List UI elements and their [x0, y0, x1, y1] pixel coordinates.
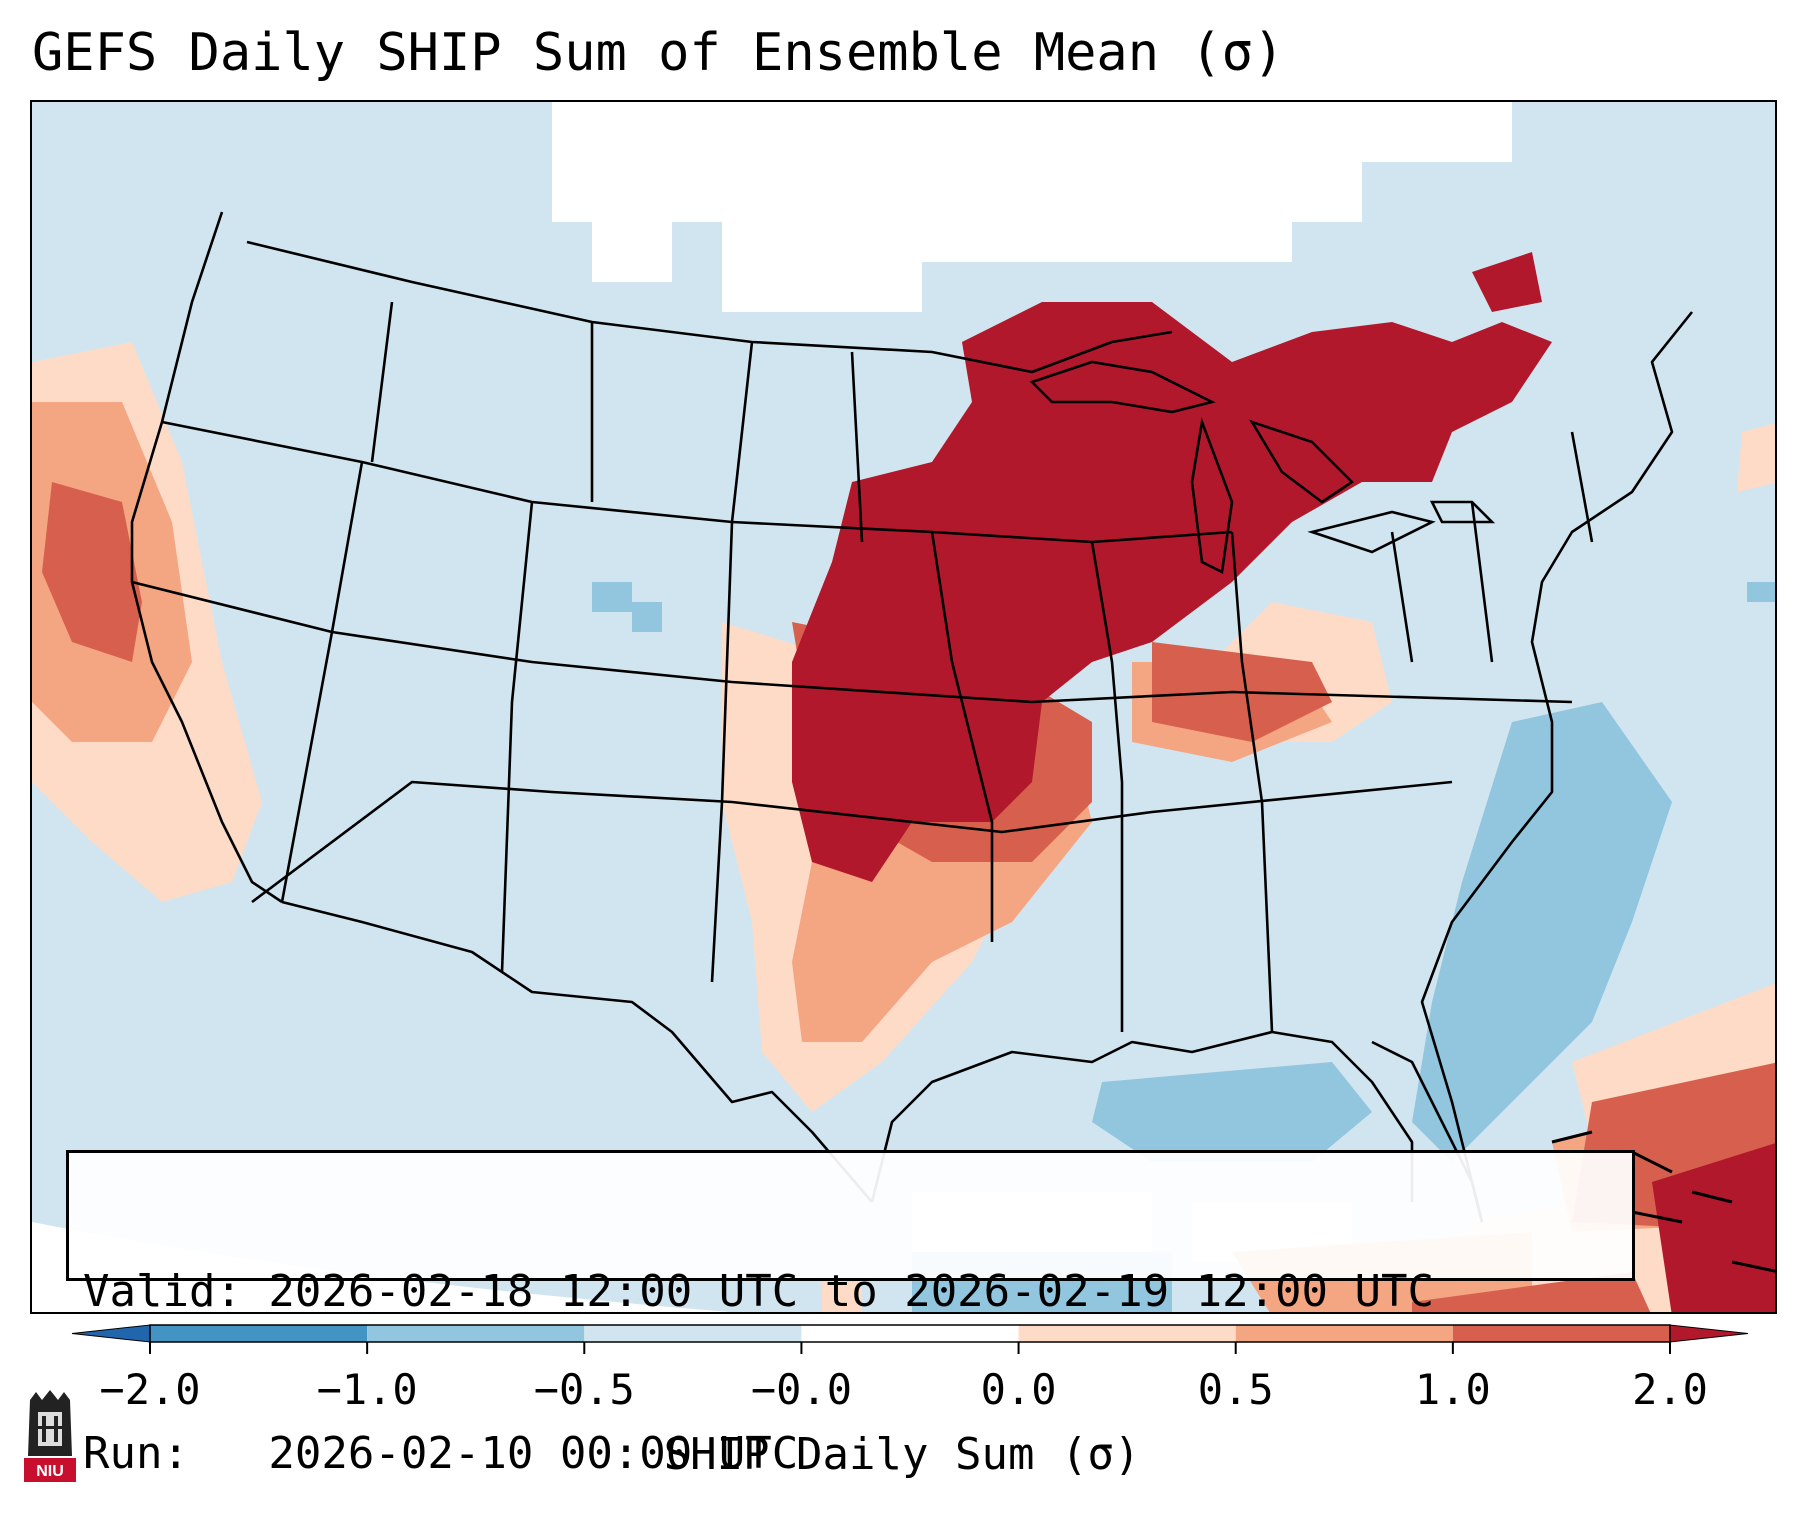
- colorbar-bin: [150, 1325, 368, 1342]
- colorbar-bin: [801, 1325, 1019, 1342]
- niu-logo-icon: NIU: [24, 1390, 76, 1482]
- colorbar: [71, 1324, 1749, 1354]
- colorbar-tick-label: −0.0: [750, 1365, 852, 1414]
- run-time-text: Run: 2026-02-10 00:00 UTC: [83, 1428, 799, 1479]
- colorbar-tick-label: −2.0: [99, 1365, 201, 1414]
- valid-run-info-box: Valid: 2026-02-18 12:00 UTC to 2026-02-1…: [66, 1150, 1635, 1479]
- colorbar-tick-label: 0.0: [980, 1365, 1057, 1414]
- caribbean-islands: [1551, 1130, 1775, 1273]
- colorbar-bin: [584, 1325, 802, 1342]
- map-panel: [30, 100, 1777, 1314]
- colorbar-label: SHIP Daily Sum (σ): [663, 1429, 1141, 1480]
- very-strong-positive-regions: [792, 252, 1775, 1312]
- valid-time-text: Valid: 2026-02-18 12:00 UTC to 2026-02-1…: [83, 1266, 1435, 1317]
- colorbar-bin: [1018, 1325, 1236, 1342]
- state-borders: [130, 211, 1694, 1223]
- map-canvas: [32, 102, 1775, 1312]
- colorbar-tick-label: −0.5: [533, 1365, 635, 1414]
- colorbar-tick-label: 1.0: [1414, 1365, 1491, 1414]
- colorbar-tick-label: −1.0: [316, 1365, 418, 1414]
- great-lakes: [1029, 360, 1496, 574]
- colorbar-bin: [367, 1325, 585, 1342]
- colorbar-bin: [1452, 1325, 1670, 1342]
- chart-title: GEFS Daily SHIP Sum of Ensemble Mean (σ): [32, 23, 1285, 83]
- colorbar-tick-label: 0.5: [1197, 1365, 1274, 1414]
- colorbar-overflow-arrow: [1669, 1324, 1749, 1343]
- colorbar-tick-label: 2.0: [1632, 1365, 1708, 1414]
- colorbar-bin: [1235, 1325, 1453, 1342]
- colorbar-underflow-arrow: [71, 1324, 151, 1343]
- colorbar-outline: [149, 1324, 1671, 1343]
- logo-text: NIU: [36, 1463, 64, 1480]
